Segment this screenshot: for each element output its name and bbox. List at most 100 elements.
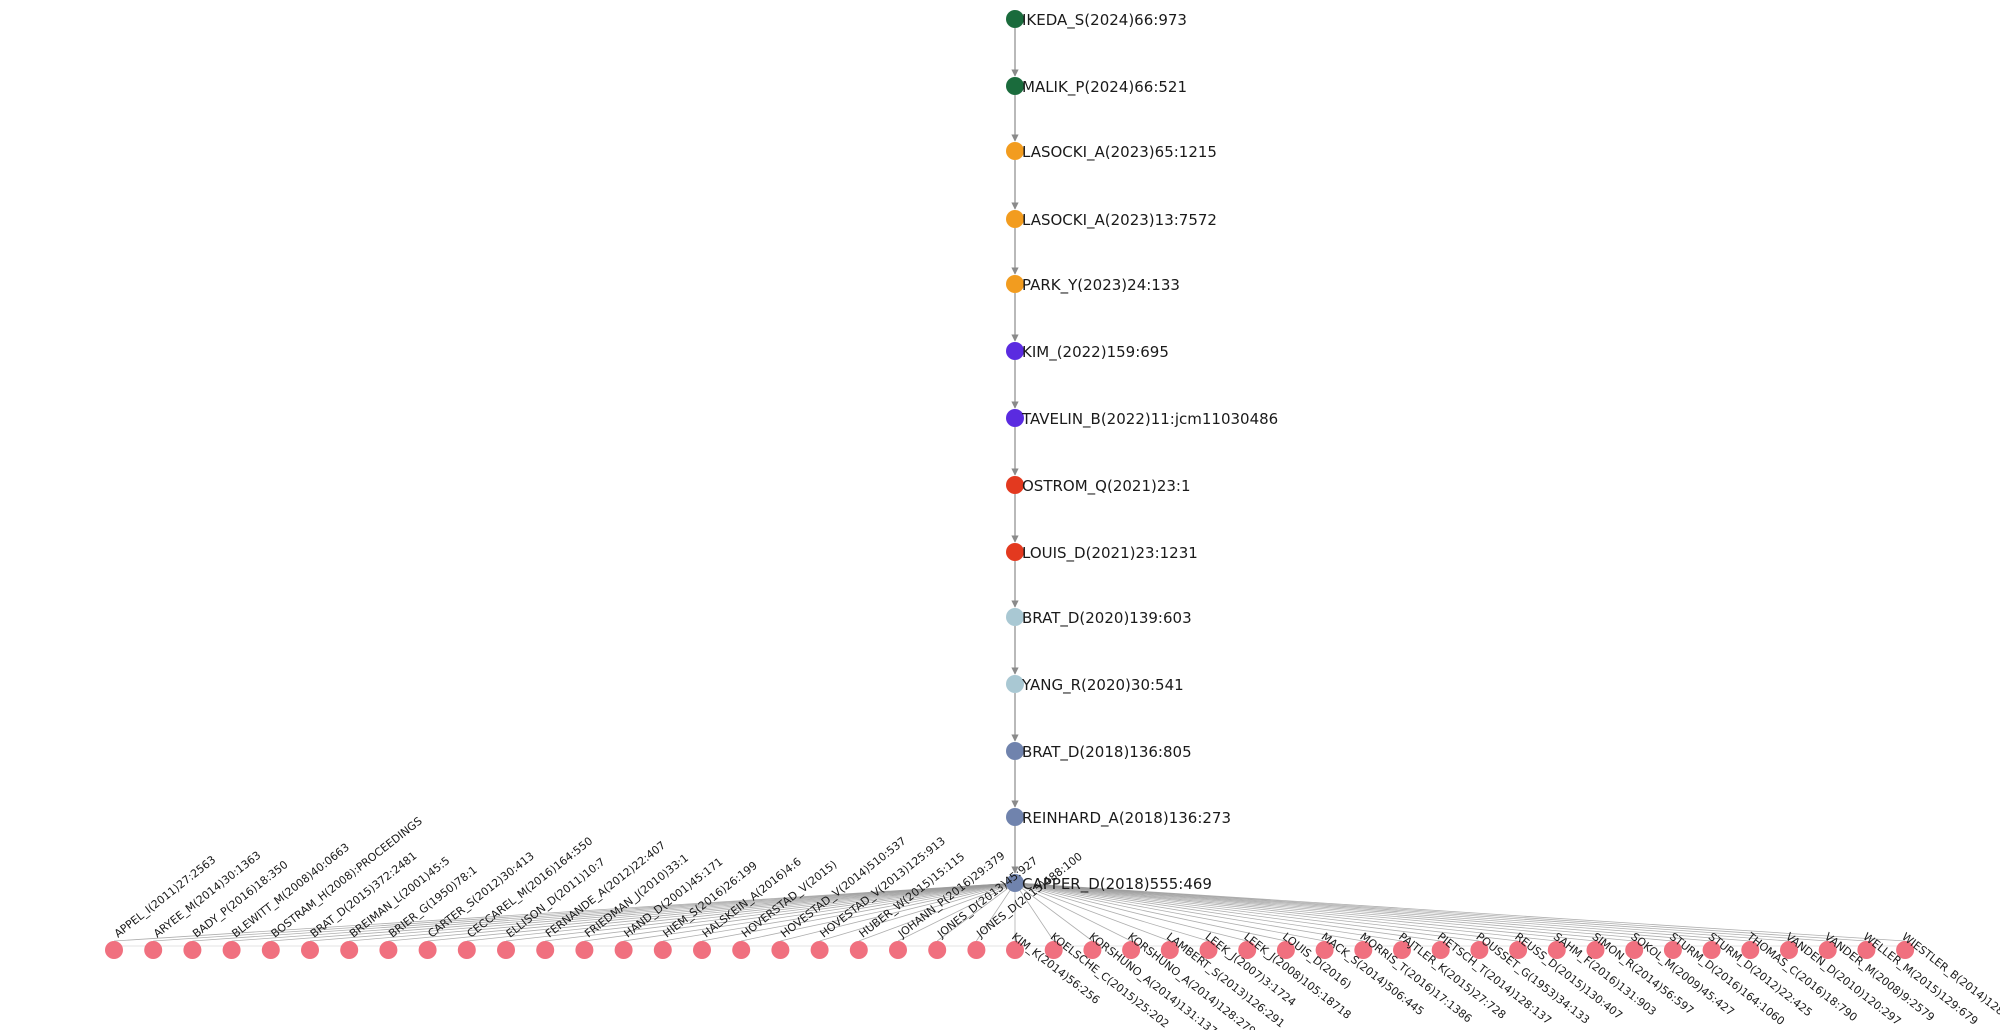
citation-edge: [1014, 882, 1364, 942]
reference-node[interactable]: [105, 941, 123, 959]
reference-node[interactable]: [771, 941, 790, 959]
citation-edge: [662, 882, 1016, 942]
reference-node[interactable]: [222, 941, 241, 959]
reference-node[interactable]: [889, 941, 907, 959]
chain-node-label: LASOCKI_A(2023)65:1215: [1022, 143, 1217, 162]
reference-node[interactable]: [1393, 941, 1411, 959]
reference-node[interactable]: [1006, 941, 1024, 959]
reference-node[interactable]: [928, 941, 947, 959]
citation-edge: [1014, 882, 1790, 942]
citation-edge: [1014, 882, 1557, 942]
citation-edge: [270, 882, 1016, 942]
reference-node[interactable]: [418, 941, 437, 959]
citation-edge: [1014, 882, 1828, 942]
reference-node[interactable]: [967, 941, 986, 959]
citation-edge: [1014, 882, 1093, 942]
citation-edge: [976, 882, 1016, 942]
chain-node[interactable]: [1006, 476, 1024, 494]
chain-node[interactable]: [1006, 675, 1024, 693]
chain-node-label: TAVELIN_B(2022)11:jcm11030486: [1021, 410, 1278, 429]
reference-node[interactable]: [1741, 941, 1760, 959]
reference-node[interactable]: [693, 941, 711, 959]
chain-node[interactable]: [1006, 874, 1024, 892]
chain-node[interactable]: [1006, 342, 1024, 360]
reference-node[interactable]: [1276, 941, 1295, 959]
citation-edge: [741, 882, 1016, 942]
reference-node[interactable]: [1470, 941, 1489, 959]
citation-edge: [309, 882, 1016, 942]
edge-layer: [113, 28, 1906, 947]
citation-edge: [1014, 882, 1712, 942]
reference-node[interactable]: [1547, 941, 1566, 959]
citation-edge: [858, 882, 1016, 942]
chain-node[interactable]: [1006, 808, 1024, 826]
chain-node-label: BRAT_D(2018)136:805: [1022, 743, 1192, 762]
reference-node[interactable]: [379, 941, 398, 959]
reference-node[interactable]: [1083, 941, 1102, 959]
chain-node-label: LOUIS_D(2021)23:1231: [1022, 544, 1198, 563]
reference-node[interactable]: [536, 941, 555, 959]
reference-node[interactable]: [849, 941, 868, 959]
citation-edge: [1014, 882, 1132, 942]
chain-node[interactable]: [1006, 77, 1024, 95]
citation-edge: [1014, 882, 1519, 942]
chain-node-label: IKEDA_S(2024)66:973: [1022, 11, 1187, 30]
reference-node[interactable]: [732, 941, 751, 959]
reference-node[interactable]: [497, 941, 515, 959]
node-layer: [105, 10, 1915, 959]
chain-node[interactable]: [1006, 275, 1024, 293]
reference-node[interactable]: [1702, 941, 1721, 959]
chain-node[interactable]: [1006, 543, 1024, 561]
reference-node[interactable]: [1509, 941, 1528, 959]
citation-edge: [113, 882, 1016, 942]
chain-node[interactable]: [1006, 742, 1024, 760]
reference-node[interactable]: [1586, 941, 1605, 959]
citation-edge: [1014, 882, 1596, 942]
chain-node[interactable]: [1006, 409, 1024, 427]
chain-node[interactable]: [1006, 608, 1024, 626]
reference-node[interactable]: [1818, 941, 1837, 959]
reference-node[interactable]: [144, 941, 163, 959]
citation-edge: [231, 882, 1016, 942]
reference-node[interactable]: [301, 941, 319, 959]
reference-node[interactable]: [1625, 941, 1644, 959]
reference-node[interactable]: [1857, 941, 1876, 959]
reference-node[interactable]: [1896, 941, 1915, 959]
chain-node-label: REINHARD_A(2018)136:273: [1022, 809, 1231, 828]
chain-node-label: OSTROM_Q(2021)23:1: [1022, 477, 1191, 496]
chain-node[interactable]: [1006, 142, 1024, 160]
chain-node-label: LASOCKI_A(2023)13:7572: [1022, 211, 1217, 230]
reference-node[interactable]: [1780, 941, 1798, 959]
reference-node[interactable]: [340, 941, 359, 959]
chain-node-label: BRAT_D(2020)139:603: [1022, 609, 1192, 628]
chain-node[interactable]: [1006, 210, 1024, 228]
reference-node[interactable]: [1044, 941, 1063, 959]
reference-node[interactable]: [457, 941, 476, 959]
citation-edge: [1014, 882, 1441, 942]
reference-node[interactable]: [1354, 941, 1373, 959]
chain-node-label: KIM_(2022)159:695: [1022, 343, 1169, 362]
reference-node[interactable]: [575, 941, 594, 959]
chain-node[interactable]: [1006, 10, 1024, 28]
citation-edge: [1014, 882, 1751, 942]
reference-node[interactable]: [614, 941, 633, 959]
chain-node-label: MALIK_P(2024)66:521: [1022, 78, 1187, 97]
citation-edge: [505, 882, 1016, 942]
reference-node[interactable]: [1238, 941, 1257, 959]
reference-node[interactable]: [183, 941, 202, 959]
reference-node[interactable]: [810, 941, 829, 959]
citation-edge: [349, 882, 1016, 942]
reference-node[interactable]: [1199, 941, 1218, 959]
chain-node-label: YANG_R(2020)30:541: [1021, 676, 1184, 695]
reference-node[interactable]: [1431, 941, 1450, 959]
citation-edge: [545, 882, 1016, 942]
reference-node[interactable]: [1122, 941, 1141, 959]
reference-node[interactable]: [653, 941, 672, 959]
citation-edge: [584, 882, 1016, 942]
reference-node[interactable]: [1315, 941, 1334, 959]
citation-edge: [623, 882, 1016, 942]
reference-node[interactable]: [1663, 941, 1682, 959]
citation-edge: [1014, 882, 1286, 942]
reference-node[interactable]: [261, 941, 280, 959]
reference-node[interactable]: [1160, 941, 1179, 959]
